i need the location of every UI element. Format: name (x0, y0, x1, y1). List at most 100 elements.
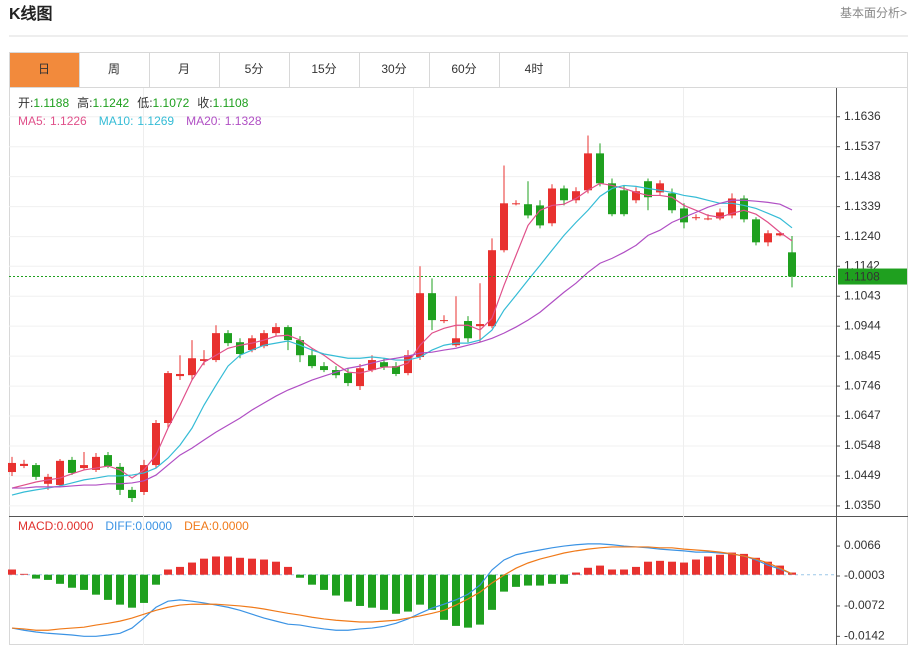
tab-label[interactable]: 周 (108, 62, 120, 76)
candle-body (752, 219, 760, 243)
legend-value: 1.1226 (50, 114, 87, 128)
candle-body (320, 366, 328, 371)
legend-name: MA5: (18, 114, 46, 128)
tab[interactable] (149, 52, 220, 88)
candle-body (56, 460, 64, 486)
legend-value: 0.0000 (212, 519, 249, 533)
candle-body (20, 463, 28, 466)
tab-label[interactable]: 日 (38, 62, 50, 76)
macd-bar (200, 558, 208, 575)
candle-body (308, 355, 316, 367)
macd-bar (524, 574, 532, 586)
y-tick-label: 0.0066 (844, 538, 881, 552)
tab-label[interactable]: 4时 (525, 62, 544, 76)
candle-body (404, 355, 412, 374)
candle-body (584, 153, 592, 191)
fundamental-link[interactable]: 基本面分析> (840, 6, 907, 20)
legend-value: 0.0000 (135, 519, 172, 533)
candle-body (596, 153, 604, 184)
macd-bar (56, 574, 64, 584)
ohlc-value: 1.1188 (33, 96, 69, 110)
macd-bar (236, 557, 244, 575)
candle-body (200, 359, 208, 361)
ohlc-label: 收: (197, 96, 212, 110)
macd-bar (68, 574, 76, 588)
candle-body (632, 191, 640, 201)
candle-body (116, 466, 124, 490)
macd-bar (116, 574, 124, 605)
tab[interactable] (359, 52, 430, 88)
candle-body (140, 465, 148, 493)
macd-bar (440, 574, 448, 620)
macd-bar (20, 573, 28, 575)
tab[interactable] (289, 52, 360, 88)
chart-frame (9, 52, 908, 645)
candle-body (788, 252, 796, 277)
y-tick-label: 1.1636 (844, 109, 881, 123)
ohlc-label: 开: (18, 96, 33, 110)
macd-bar (104, 574, 112, 600)
candle-body (524, 204, 532, 216)
macd-bar (428, 574, 436, 610)
candle-body (488, 250, 496, 327)
macd-bar (656, 560, 664, 575)
candle-body (644, 181, 652, 198)
ohlc-value: 1.1072 (153, 96, 190, 110)
macd-legend: MACD:0.0000 DIFF:0.0000 DEA:0.0000 (18, 519, 249, 533)
candle-body (416, 293, 424, 358)
candle-body (668, 193, 676, 211)
tab[interactable] (219, 52, 290, 88)
legend-name: DIFF: (105, 519, 135, 533)
macd-bar (728, 552, 736, 575)
tab-label[interactable]: 15分 (311, 62, 336, 76)
macd-bar (356, 574, 364, 606)
ohlc-value: 1.1108 (213, 96, 249, 110)
candle-body (272, 327, 280, 334)
candle-body (716, 212, 724, 219)
macd-bar (212, 556, 220, 575)
macd-bar (584, 567, 592, 575)
macd-bar (404, 574, 412, 612)
candle-body (368, 360, 376, 371)
macd-bar (692, 559, 700, 575)
ma-legend: MA5: 1.1226 MA10: 1.1269 MA20: 1.1328 (18, 114, 262, 128)
macd-bar (284, 566, 292, 575)
macd-bar (272, 561, 280, 575)
macd-bar (464, 574, 472, 628)
candle-body (248, 338, 256, 351)
macd-bar (92, 574, 100, 595)
candle-body (356, 368, 364, 387)
macd-bar (8, 569, 16, 575)
legend-name: MACD: (18, 519, 57, 533)
y-tick-label: 1.1438 (844, 169, 881, 183)
tab-label[interactable]: 30分 (381, 62, 406, 76)
candle-body (32, 465, 40, 477)
tab-label[interactable]: 5分 (245, 62, 264, 76)
legend-name: MA20: (186, 114, 221, 128)
tab[interactable] (9, 52, 80, 88)
candle-body (440, 320, 448, 322)
macd-bar (596, 565, 604, 575)
candle-body (212, 333, 220, 361)
macd-bar (368, 574, 376, 608)
tab[interactable] (79, 52, 150, 88)
tab-label[interactable]: 月 (178, 62, 190, 76)
last-price-tag (838, 268, 907, 285)
y-tick-label: -0.0072 (844, 598, 885, 612)
tab[interactable] (499, 52, 570, 88)
candle-body (740, 198, 748, 220)
macd-bar (32, 574, 40, 579)
macd-bar (536, 574, 544, 586)
candle-body (224, 333, 232, 344)
tab-label[interactable]: 60分 (451, 62, 476, 76)
y-tick-label: 1.0746 (844, 378, 881, 392)
indicator-line (11, 543, 793, 637)
candle-body (680, 208, 688, 223)
candle-body (452, 338, 460, 346)
candle-body (608, 183, 616, 215)
candle-body (236, 342, 244, 355)
macd-bar (560, 574, 568, 584)
macd-bar (80, 574, 88, 590)
macd-bar (128, 574, 136, 608)
